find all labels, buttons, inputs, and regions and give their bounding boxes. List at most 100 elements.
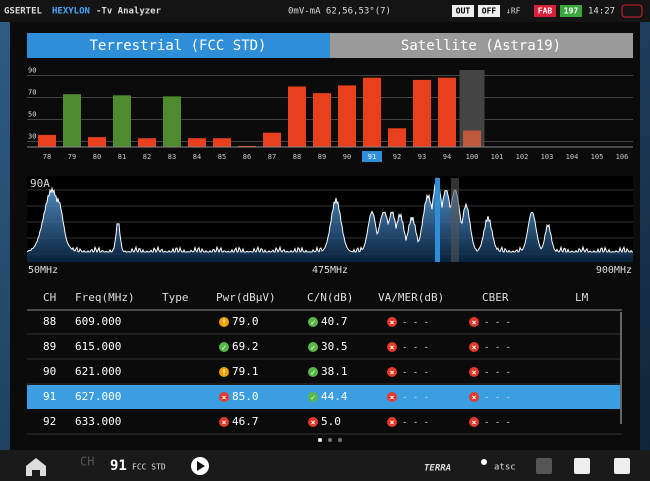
x-tick-label: 93 [418, 153, 426, 161]
status-symbol: × [472, 343, 477, 352]
freq: 633.000 [75, 415, 121, 428]
pwr: 79.1 [232, 365, 259, 378]
bar [263, 132, 281, 147]
x-tick-label: 88 [293, 153, 301, 161]
y-tick-label: 90 [28, 67, 36, 75]
bar [338, 85, 356, 147]
mer: - - - [402, 318, 429, 328]
status-icon [469, 367, 479, 377]
tab-label: Satellite (Astra19) [401, 38, 561, 54]
bar [38, 134, 56, 147]
home-button[interactable] [26, 458, 46, 476]
status-icon [308, 392, 318, 402]
status-symbol: ✓ [311, 368, 316, 377]
mer: - - - [402, 368, 429, 378]
bar [238, 145, 256, 147]
y-tick-label: 50 [28, 111, 36, 119]
x-tick-label: 86 [243, 153, 251, 161]
status-icon [219, 342, 229, 352]
x-tick-label: 92 [393, 153, 401, 161]
save-button[interactable] [574, 458, 590, 474]
spectrum-fill [27, 178, 633, 262]
freq-label: 50MHz [28, 265, 58, 276]
column-header: Type [162, 291, 189, 304]
readout: 0mV-mA 62,56,53°(7) [288, 7, 391, 17]
cn: 5.0 [321, 415, 341, 428]
freq-label: 900MHz [596, 265, 632, 276]
status-symbol: ✓ [311, 393, 316, 402]
status-symbol: × [222, 393, 227, 402]
status-icon [308, 367, 318, 377]
tab[interactable] [330, 33, 633, 58]
page-dot [328, 438, 332, 442]
x-tick-label: 90 [343, 153, 351, 161]
app-name: -Tv Analyzer [96, 7, 162, 17]
cber: - - - [484, 418, 511, 428]
save-button[interactable] [536, 458, 552, 474]
ch: 89 [43, 340, 56, 353]
page-dot [318, 438, 322, 442]
status-symbol: × [222, 418, 227, 427]
status-icon [469, 392, 479, 402]
scrollbar [620, 312, 622, 424]
status-symbol: × [472, 393, 477, 402]
status-symbol: × [311, 418, 316, 427]
x-tick-label: 104 [566, 153, 579, 161]
bar [363, 77, 381, 147]
fab-badge [534, 5, 556, 17]
save-button[interactable] [614, 458, 630, 474]
column-header: Freq(MHz) [75, 291, 135, 304]
status-symbol: × [390, 343, 395, 352]
channel: 91 [110, 458, 127, 474]
status-icon [387, 367, 397, 377]
status-icon [387, 417, 397, 427]
mer: - - - [402, 343, 429, 353]
x-tick-label: 81 [118, 153, 126, 161]
count: 197 [564, 7, 579, 16]
x-tick-label: 79 [68, 153, 76, 161]
x-tick-label: 103 [541, 153, 554, 161]
status-symbol: ! [222, 368, 227, 377]
x-tick-label: 101 [491, 153, 504, 161]
spectrum-label: 90A [30, 177, 50, 190]
ch: 91 [43, 390, 56, 403]
bar [63, 94, 81, 147]
column-header: VA/MER(dB) [378, 291, 444, 304]
pwr: 79.0 [232, 315, 259, 328]
off: OFF [482, 7, 497, 16]
status-symbol: × [472, 318, 477, 327]
x-tick-label: 85 [218, 153, 226, 161]
selected-channel [362, 151, 382, 162]
bottom-bar [0, 450, 650, 481]
bar [413, 79, 431, 147]
ch: 88 [43, 315, 56, 328]
x-tick-label: 89 [318, 153, 326, 161]
status-icon [219, 317, 229, 327]
status-icon [219, 392, 229, 402]
play-icon [197, 461, 205, 471]
status-symbol: × [472, 368, 477, 377]
status-icon [469, 342, 479, 352]
status-icon [308, 417, 318, 427]
x-tick-label: 106 [616, 153, 629, 161]
brand: GSERTEL [4, 7, 43, 17]
y-tick-label: 30 [28, 133, 36, 141]
bar [113, 95, 131, 147]
standard: FCC STD [132, 463, 166, 472]
tab[interactable] [27, 33, 330, 58]
pwr: 46.7 [232, 415, 259, 428]
bar [463, 130, 481, 147]
marker [435, 178, 440, 262]
cn: 44.4 [321, 390, 348, 403]
time: 14:27 [588, 7, 615, 17]
status-symbol: × [390, 418, 395, 427]
status-icon [387, 317, 397, 327]
tab-label: Terrestrial (FCC STD) [89, 38, 266, 54]
bar [388, 128, 406, 147]
selected-row[interactable] [27, 385, 622, 409]
pwr: 85.0 [232, 390, 259, 403]
x-tick-label: 78 [43, 153, 51, 161]
rf: ↓RF [506, 7, 521, 16]
